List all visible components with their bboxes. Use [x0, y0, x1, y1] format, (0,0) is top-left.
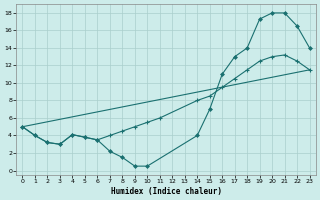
X-axis label: Humidex (Indice chaleur): Humidex (Indice chaleur)	[110, 187, 221, 196]
